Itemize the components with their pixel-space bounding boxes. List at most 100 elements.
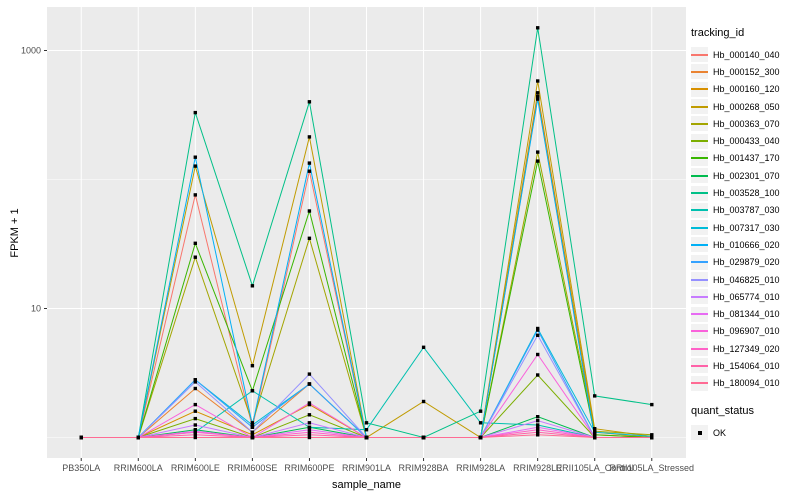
data-point: [536, 26, 540, 30]
data-point: [364, 421, 369, 425]
legend-item-label: Hb_000160_120: [713, 84, 780, 95]
data-point: [536, 94, 540, 99]
legend-key-line: [691, 157, 708, 160]
data-point: [478, 421, 483, 425]
legend-item-label: Hb_003528_100: [713, 188, 780, 199]
data-point: [193, 386, 197, 391]
data-point: [593, 394, 597, 398]
legend-item-label: Hb_003787_030: [713, 205, 780, 216]
data-point: [307, 209, 312, 213]
data-point: [536, 373, 540, 377]
legend-item-label: Hb_000363_070: [713, 118, 780, 129]
legend-key-line: [691, 364, 708, 367]
legend-key-line: [691, 226, 708, 229]
legend-item-Hb_000160_120: Hb_000160_120: [691, 81, 780, 98]
data-point: [650, 435, 654, 440]
legend-key-swatch: [691, 202, 708, 218]
legend-key-swatch: [691, 133, 708, 149]
data-point: [250, 364, 255, 368]
legend-item-Hb_002301_070: Hb_002301_070: [691, 167, 780, 184]
legend-key-line: [691, 295, 708, 298]
legend-item-Hb_000140_040: Hb_000140_040: [691, 46, 780, 63]
data-point: [193, 255, 197, 259]
legend-item-Hb_081344_010: Hb_081344_010: [691, 305, 780, 322]
x-tick-label: RRII105LA_Stressed: [609, 463, 694, 473]
legend-key-line: [691, 261, 708, 264]
y-tick-label: 10: [31, 304, 41, 314]
legend-item-label: Hb_010666_020: [713, 239, 780, 250]
legend-item-Hb_003528_100: Hb_003528_100: [691, 184, 780, 201]
data-point: [193, 435, 197, 440]
data-point: [307, 401, 312, 405]
legend-key-line: [691, 313, 708, 316]
legend-item-label: Hb_002301_070: [713, 170, 780, 181]
data-point: [307, 161, 312, 165]
legend-key-swatch: [691, 99, 708, 115]
x-tick-label: RRII105LA_Control: [556, 463, 634, 473]
legend-key-swatch: [691, 150, 708, 166]
legend-title-tracking-id: tracking_id: [691, 27, 745, 39]
data-point: [307, 382, 312, 386]
data-point: [421, 399, 426, 404]
quant-status-key-swatch: [691, 425, 708, 441]
x-tick-label: RRIM928LA: [456, 463, 505, 473]
data-point: [307, 430, 312, 434]
legend-key-swatch: [691, 116, 708, 132]
legend-key-swatch: [691, 185, 708, 201]
legend-key-swatch: [691, 375, 708, 391]
data-point: [193, 155, 197, 159]
data-point: [536, 333, 540, 337]
legend-item-Hb_000363_070: Hb_000363_070: [691, 115, 780, 132]
legend-key-line: [691, 192, 708, 195]
x-tick-label: RRIM600LA: [114, 463, 163, 473]
data-point: [650, 402, 654, 407]
data-point: [536, 428, 540, 432]
data-point: [536, 150, 540, 154]
data-point: [307, 169, 312, 173]
data-point: [193, 380, 197, 384]
data-point: [193, 110, 197, 115]
data-point: [79, 435, 83, 440]
legend-key-line: [691, 70, 708, 73]
data-point: [193, 402, 197, 407]
legend: tracking_id Hb_000140_040 Hb_000152_300 Hb…: [691, 27, 780, 441]
data-point: [193, 423, 197, 427]
data-point: [593, 433, 597, 437]
legend-item-label: Hb_096907_010: [713, 326, 780, 337]
data-point: [536, 97, 540, 101]
y-axis-title: FPKM + 1: [9, 208, 21, 258]
quant-status-items: OK: [691, 424, 780, 441]
legend-item-label: Hb_081344_010: [713, 309, 780, 320]
legend-item-label: Hb_065774_010: [713, 291, 780, 302]
data-point: [536, 159, 540, 163]
legend-key-line: [691, 122, 708, 125]
legend-key-line: [691, 278, 708, 281]
data-point: [307, 435, 312, 440]
legend-key-swatch: [691, 237, 708, 253]
data-point: [193, 164, 197, 168]
legend-key-swatch: [691, 64, 708, 80]
legend-item-label: Hb_007317_030: [713, 222, 780, 233]
legend-item-label: Hb_000140_040: [713, 49, 780, 60]
data-point: [193, 241, 197, 245]
legend-key-swatch: [691, 81, 708, 97]
legend-key-line: [691, 347, 708, 350]
data-point: [593, 430, 597, 434]
legend-key-line: [691, 105, 708, 108]
data-point: [250, 423, 255, 427]
legend-item-Hb_007317_030: Hb_007317_030: [691, 219, 780, 236]
data-point: [307, 421, 312, 425]
quant-status-item: OK: [691, 424, 780, 441]
legend-items: Hb_000140_040 Hb_000152_300 Hb_000160_120 H…: [691, 46, 780, 392]
data-point: [307, 428, 312, 432]
legend-item-label: Hb_154064_010: [713, 360, 780, 371]
x-tick-label: RRIM600LE: [171, 463, 220, 473]
data-point: [193, 378, 197, 382]
legend-key-swatch: [691, 341, 708, 357]
data-point: [250, 421, 255, 425]
data-point: [478, 435, 483, 440]
data-point: [536, 91, 540, 95]
legend-item-Hb_010666_020: Hb_010666_020: [691, 236, 780, 253]
